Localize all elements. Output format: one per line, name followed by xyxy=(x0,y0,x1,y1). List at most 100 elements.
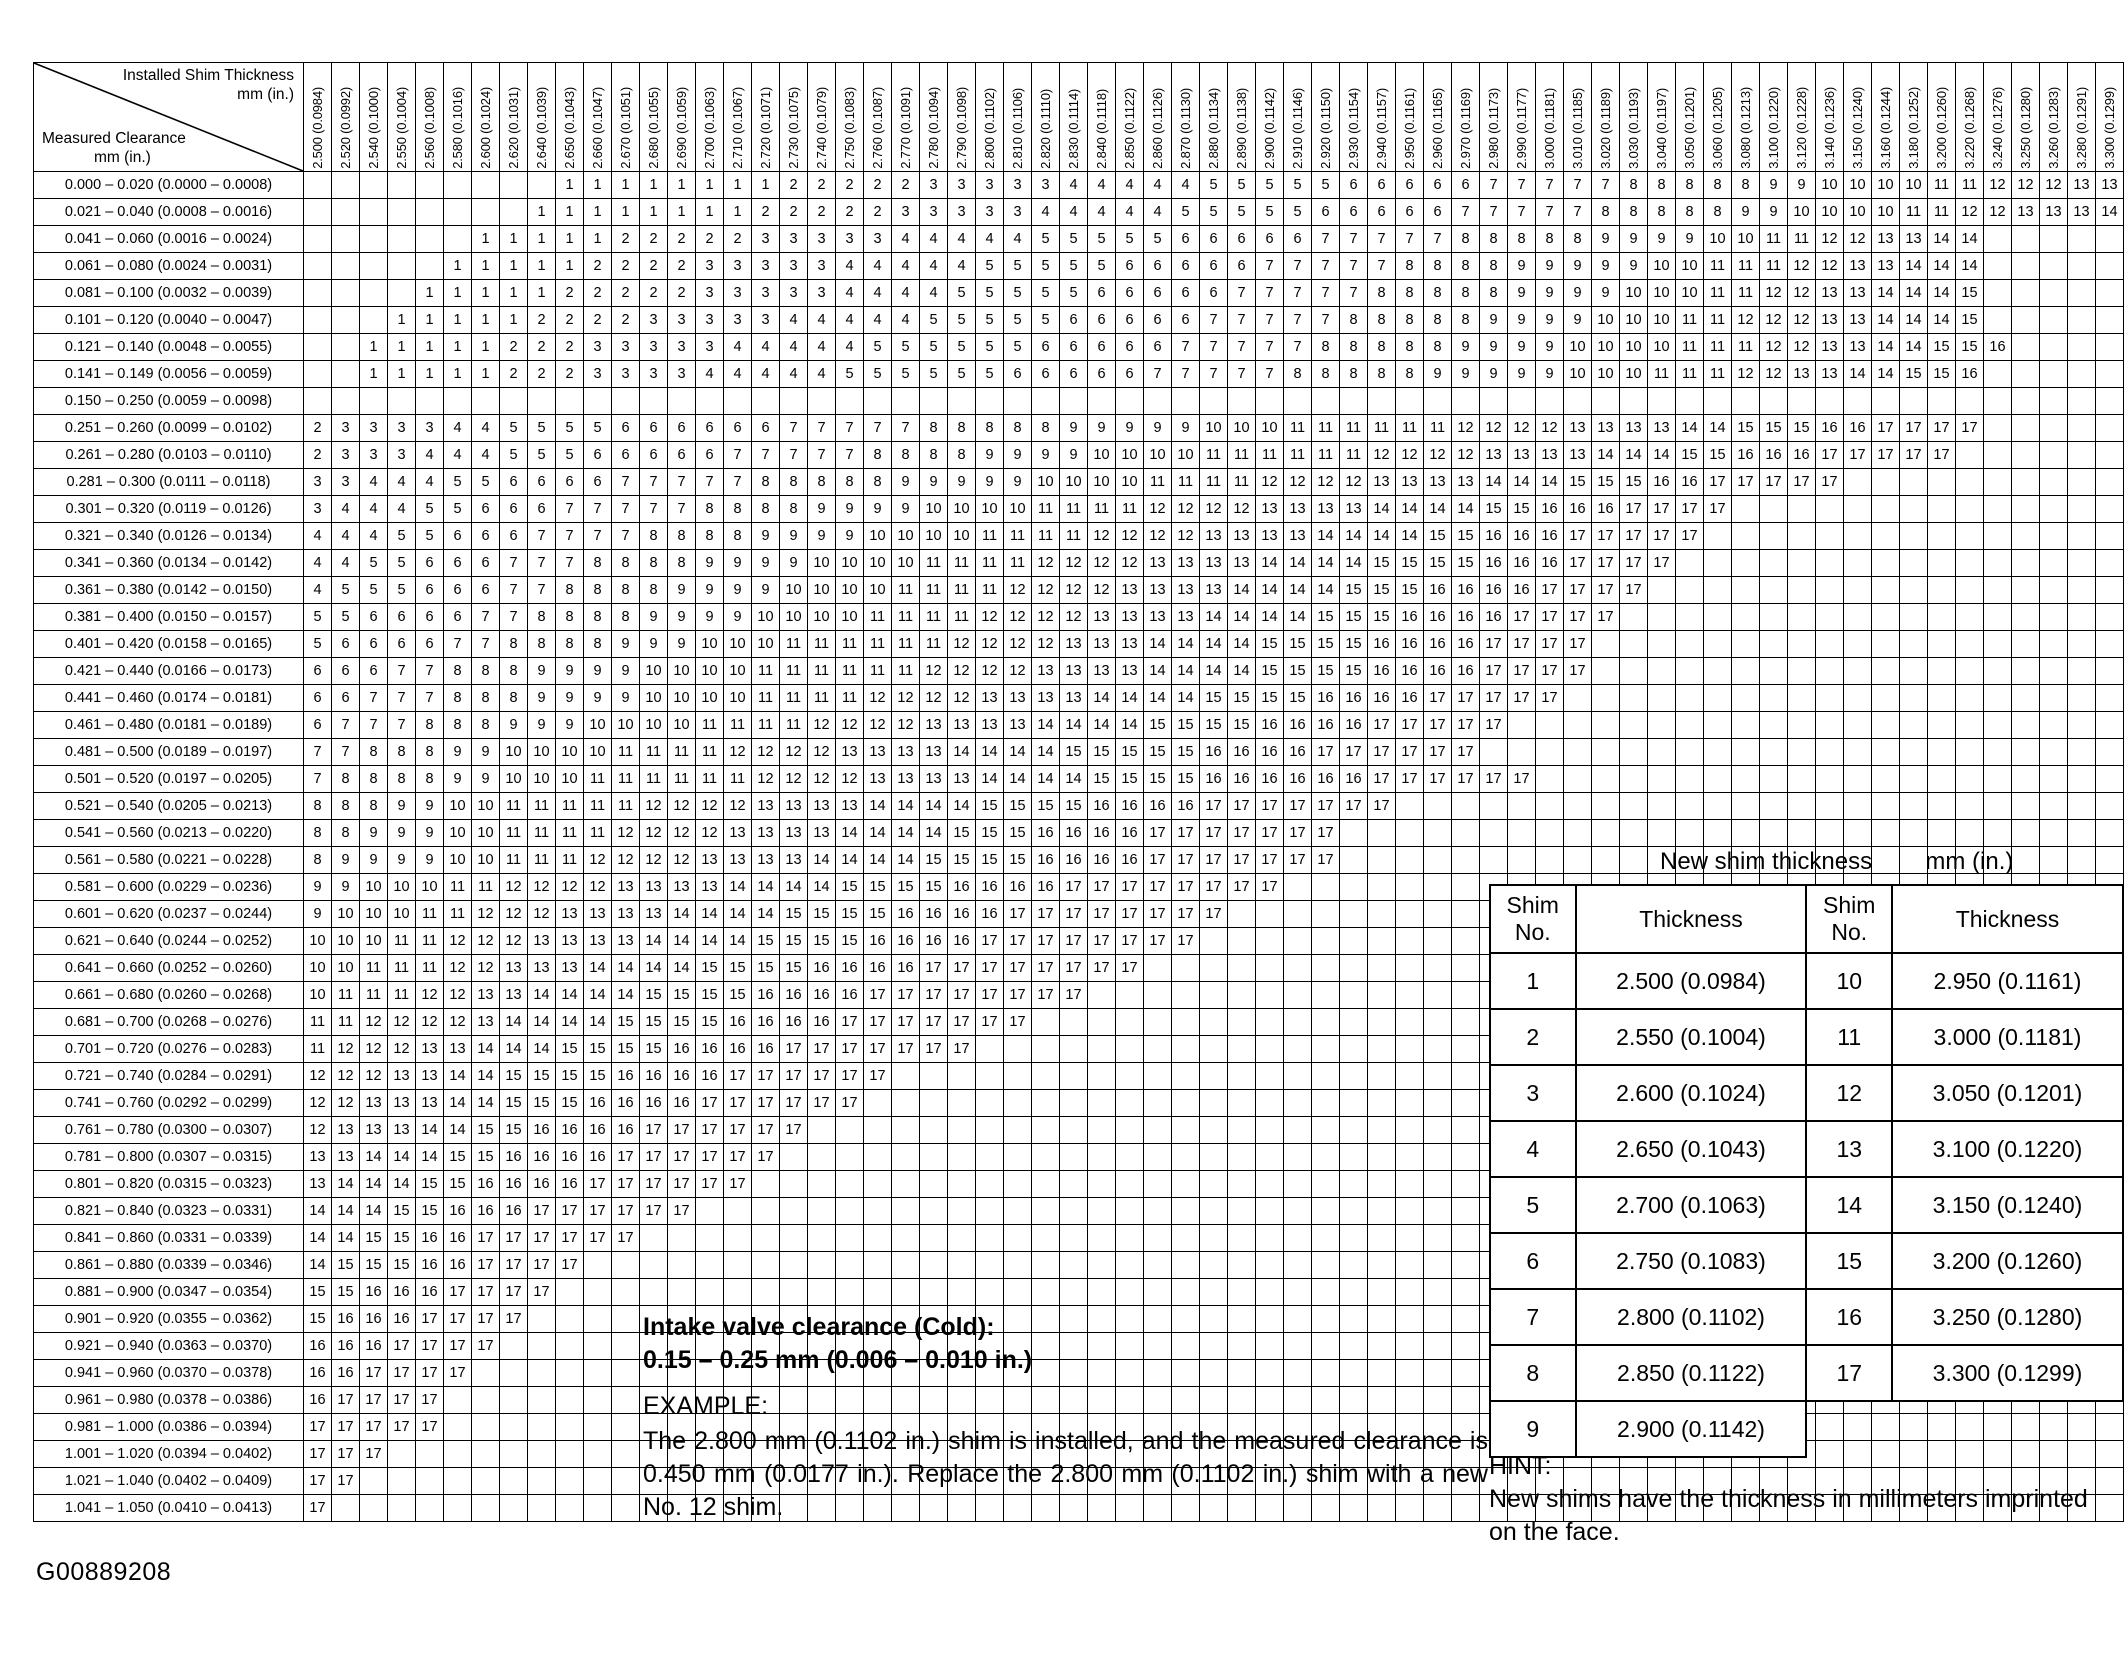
matrix-cell-blank xyxy=(1311,1278,1340,1306)
matrix-cell-shim-no: 15 xyxy=(1451,522,1480,550)
matrix-cell-blank xyxy=(1451,873,1480,901)
matrix-cell-shim-no: 17 xyxy=(807,1035,836,1063)
matrix-cell-shim-no: 16 xyxy=(835,981,864,1009)
matrix-cell-blank xyxy=(1339,954,1368,982)
column-header-label: 2.850 (0.1122) xyxy=(1122,88,1137,169)
matrix-cell-blank xyxy=(891,1413,920,1441)
matrix-cell-blank xyxy=(555,1305,584,1333)
matrix-cell-blank xyxy=(1451,1089,1480,1117)
matrix-cell-shim-no: 13 xyxy=(387,1089,416,1117)
matrix-cell-empty xyxy=(387,252,416,280)
matrix-row: 0.961 – 0.980 (0.0378 – 0.0386) 16 17 17 17 1… xyxy=(33,1386,2124,1414)
column-header-shim-31: 2.860 (0.1126) xyxy=(1143,62,1172,172)
matrix-cell-shim-no: 13 xyxy=(1143,603,1172,631)
matrix-cell-blank xyxy=(1815,549,1844,577)
matrix-cell-blank xyxy=(695,387,724,415)
matrix-cell-blank xyxy=(499,387,528,415)
matrix-cell-shim-no: 6 xyxy=(695,414,724,442)
matrix-cell-shim-no: 16 xyxy=(667,1062,696,1090)
matrix-cell-shim-no: 8 xyxy=(1339,360,1368,388)
matrix-cell-shim-no: 8 xyxy=(835,468,864,496)
matrix-cell-shim-no: 6 xyxy=(1227,252,1256,280)
matrix-cell-shim-no: 16 xyxy=(331,1332,360,1360)
matrix-cell-shim-no: 17 xyxy=(779,1089,808,1117)
matrix-cell-blank xyxy=(2095,738,2124,766)
matrix-cell-shim-no: 17 xyxy=(919,1008,948,1036)
matrix-cell-blank xyxy=(891,387,920,415)
matrix-cell-shim-no: 6 xyxy=(471,495,500,523)
matrix-cell-shim-no: 6 xyxy=(1423,198,1452,226)
matrix-cell-blank xyxy=(1983,738,2012,766)
matrix-cell-shim-no: 10 xyxy=(471,846,500,874)
matrix-cell-shim-no: 2 xyxy=(695,225,724,253)
matrix-cell-shim-no: 14 xyxy=(1843,360,1872,388)
matrix-cell-blank xyxy=(1367,1116,1396,1144)
matrix-cell-shim-no: 4 xyxy=(303,549,332,577)
matrix-cell-shim-no: 12 xyxy=(1787,279,1816,307)
column-header-label: 3.120 (0.1228) xyxy=(1794,87,1809,169)
matrix-cell-blank xyxy=(1955,522,1984,550)
matrix-cell-shim-no: 14 xyxy=(1171,684,1200,712)
column-header-label: 2.710 (0.1067) xyxy=(730,87,745,169)
matrix-cell-shim-no: 12 xyxy=(499,927,528,955)
matrix-cell-blank xyxy=(1031,1170,1060,1198)
matrix-cell-shim-no: 13 xyxy=(2039,198,2068,226)
matrix-cell-shim-no: 7 xyxy=(471,630,500,658)
matrix-cell-shim-no: 8 xyxy=(1423,279,1452,307)
matrix-cell-shim-no: 15 xyxy=(695,954,724,982)
matrix-cell-blank xyxy=(1871,549,1900,577)
matrix-cell-blank xyxy=(1955,846,1984,874)
matrix-cell-blank xyxy=(1367,1359,1396,1387)
matrix-cell-shim-no: 14 xyxy=(1311,549,1340,577)
matrix-cell-blank xyxy=(1059,1170,1088,1198)
matrix-cell-shim-no: 12 xyxy=(919,657,948,685)
column-header-shim-47: 3.020 (0.1189) xyxy=(1591,62,1620,172)
matrix-cell-blank xyxy=(1311,927,1340,955)
matrix-cell-blank xyxy=(975,1494,1004,1522)
matrix-cell-blank xyxy=(1255,1413,1284,1441)
matrix-cell-blank xyxy=(1227,387,1256,415)
matrix-cell-shim-no: 10 xyxy=(723,630,752,658)
matrix-row: 0.121 – 0.140 (0.0048 – 0.0055) 1 1 1 1 1 2 2 2 3… xyxy=(33,333,2124,361)
matrix-cell-shim-no: 8 xyxy=(583,576,612,604)
hint-note: HINT: New shims have the thickness in mi… xyxy=(1489,1450,2089,1549)
matrix-cell-shim-no: 8 xyxy=(639,522,668,550)
matrix-cell-shim-no: 13 xyxy=(499,954,528,982)
matrix-cell-blank xyxy=(1647,738,1676,766)
row-header-clearance-range: 0.521 – 0.540 (0.0205 – 0.0213) xyxy=(33,792,304,820)
column-header-shim-2: 2.520 (0.0992) xyxy=(331,62,360,172)
matrix-cell-shim-no: 4 xyxy=(779,360,808,388)
matrix-cell-shim-no: 13 xyxy=(387,1116,416,1144)
matrix-cell-shim-no: 17 xyxy=(1507,630,1536,658)
matrix-cell-blank xyxy=(2011,549,2040,577)
matrix-cell-blank xyxy=(723,1359,752,1387)
matrix-cell-shim-no: 11 xyxy=(443,900,472,928)
column-header-shim-17: 2.720 (0.1071) xyxy=(751,62,780,172)
matrix-cell-shim-no: 17 xyxy=(499,1224,528,1252)
matrix-cell-shim-no: 6 xyxy=(611,441,640,469)
matrix-cell-blank xyxy=(1255,1332,1284,1360)
matrix-row: 1.041 – 1.050 (0.0410 – 0.0413) 17 xyxy=(33,1494,2124,1522)
matrix-cell-shim-no: 16 xyxy=(443,1251,472,1279)
column-header-label: 3.010 (0.1185) xyxy=(1570,88,1585,169)
matrix-cell-blank xyxy=(1395,1035,1424,1063)
matrix-cell-blank xyxy=(1927,1494,1956,1522)
matrix-cell-shim-no: 8 xyxy=(1591,198,1620,226)
matrix-cell-blank xyxy=(1143,1143,1172,1171)
matrix-cell-shim-no: 17 xyxy=(751,1116,780,1144)
matrix-cell-shim-no: 13 xyxy=(1087,603,1116,631)
matrix-cell-blank xyxy=(2011,630,2040,658)
matrix-cell-shim-no: 6 xyxy=(1087,306,1116,334)
matrix-cell-shim-no: 14 xyxy=(1003,765,1032,793)
matrix-cell-blank xyxy=(2011,765,2040,793)
matrix-cell-blank xyxy=(1675,684,1704,712)
matrix-cell-blank xyxy=(1507,1467,1536,1495)
matrix-cell-blank xyxy=(1395,927,1424,955)
matrix-cell-blank xyxy=(2039,360,2068,388)
row-header-clearance-range: 1.021 – 1.040 (0.0402 – 0.0409) xyxy=(33,1467,304,1495)
matrix-cell-shim-no: 14 xyxy=(359,1143,388,1171)
matrix-cell-blank xyxy=(1479,846,1508,874)
matrix-cell-blank xyxy=(2067,441,2096,469)
matrix-cell-shim-no: 13 xyxy=(1871,252,1900,280)
matrix-cell-blank xyxy=(723,1305,752,1333)
